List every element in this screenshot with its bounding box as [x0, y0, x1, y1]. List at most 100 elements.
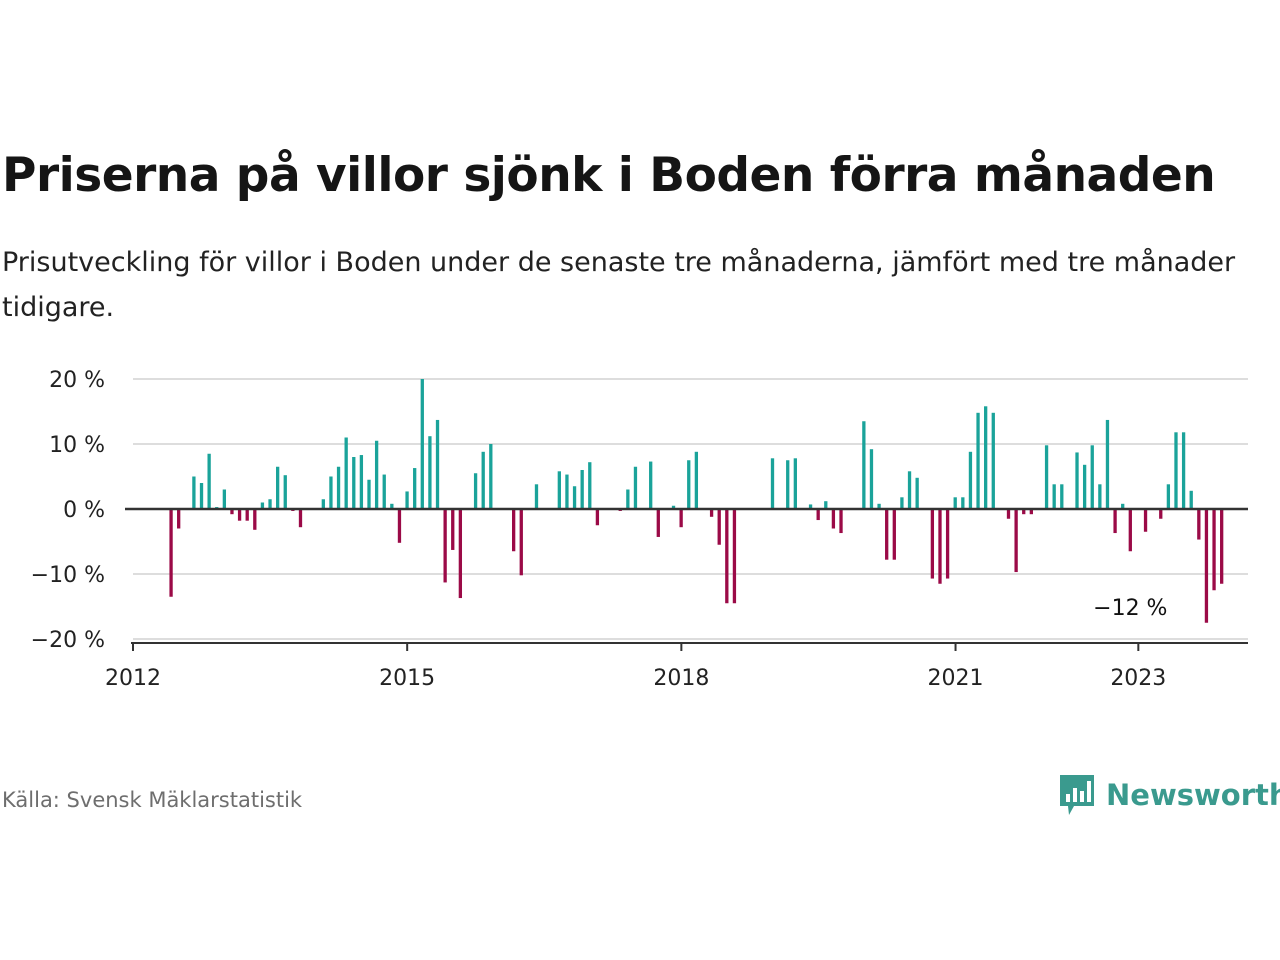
bar [260, 502, 265, 509]
x-tick-label: 2021 [928, 666, 984, 691]
y-tick-label: −20 % [31, 628, 105, 653]
bar [885, 509, 889, 560]
x-tick-label: 2012 [105, 666, 161, 691]
bar [1166, 484, 1171, 509]
bar [945, 509, 950, 579]
y-tick-label: 0 % [63, 498, 105, 523]
bar [633, 466, 638, 509]
bar [359, 455, 364, 509]
chart-subtitle: Prisutveckling för villor i Boden under … [2, 247, 1236, 323]
bar [862, 421, 866, 509]
bar [1044, 445, 1049, 509]
bar [717, 509, 721, 545]
bar [458, 509, 463, 599]
grid-lines [133, 378, 1248, 640]
bar [900, 497, 904, 509]
newsworthy-logo[interactable]: Newsworthy [1058, 772, 1280, 818]
bar [687, 460, 691, 509]
bar [808, 504, 813, 509]
bar [649, 461, 653, 509]
bar [1075, 452, 1079, 509]
bar [177, 509, 181, 529]
y-axis-tick-labels: 20 % 10 % 0 % −10 % −20 % [31, 368, 105, 653]
bar [824, 501, 828, 509]
bar [679, 509, 683, 528]
bar [984, 406, 988, 509]
bar [770, 458, 775, 509]
bar [877, 503, 881, 509]
bar [481, 451, 485, 509]
bar [565, 474, 569, 509]
bar [397, 509, 402, 543]
bar [831, 509, 836, 529]
bar [473, 473, 478, 509]
bar [420, 379, 424, 509]
bar [1220, 509, 1224, 584]
annotation-label: −12 % [1093, 596, 1167, 621]
bar [222, 489, 227, 509]
bar [626, 489, 630, 509]
bar [588, 462, 592, 509]
bar [793, 458, 797, 509]
bar [1121, 503, 1125, 509]
bar [580, 470, 584, 509]
bar [915, 477, 919, 509]
bar [534, 484, 539, 509]
bar [907, 471, 912, 509]
source-note: Källa: Svensk Mäklarstatistik [2, 788, 303, 812]
bar [321, 499, 325, 509]
bar [869, 449, 874, 509]
bar [1014, 509, 1018, 573]
bar [953, 497, 957, 509]
bar [298, 509, 303, 528]
bar [961, 497, 965, 509]
bar [892, 509, 896, 560]
bar [786, 460, 790, 509]
chart-title: Priserna på villor sjönk i Boden förra m… [2, 148, 1216, 203]
bar [489, 444, 493, 509]
x-tick-label: 2015 [379, 666, 435, 691]
x-tick-label: 2023 [1110, 666, 1166, 691]
bar-chart: 20 %10 %0 %−10 %−20 % 2012 2015 2018 2021 20… [31, 368, 1248, 691]
bar [413, 468, 417, 509]
bar [169, 509, 173, 597]
bar [572, 486, 577, 509]
bar [237, 509, 242, 521]
bar [557, 471, 561, 509]
bar [1212, 509, 1216, 591]
bar [1189, 490, 1193, 509]
bar-chart-speech-bubble-icon [1060, 775, 1094, 815]
bar [245, 509, 249, 521]
y-tick-label: −10 % [31, 563, 105, 588]
bar [336, 466, 341, 509]
bar [199, 483, 204, 509]
bar [435, 419, 440, 509]
bar [1082, 464, 1087, 509]
bar [1181, 432, 1186, 509]
bar [595, 509, 600, 526]
bar [352, 457, 356, 509]
bar [1159, 509, 1163, 519]
bar [1113, 509, 1117, 534]
bar [192, 476, 196, 509]
bar [382, 474, 386, 509]
bar [1022, 509, 1026, 515]
bar [230, 509, 234, 515]
bar [930, 509, 935, 579]
bar [839, 509, 843, 534]
bar [344, 437, 348, 509]
bar [709, 509, 714, 517]
x-tick-label: 2018 [653, 666, 709, 691]
bar [519, 509, 523, 576]
bar [725, 509, 729, 604]
bar [1128, 509, 1132, 552]
bar [976, 412, 980, 509]
bars [169, 379, 1224, 623]
bar [1143, 509, 1148, 532]
bar [991, 412, 995, 509]
bar [732, 509, 737, 604]
y-tick-label: 20 % [49, 368, 105, 393]
x-axis: 2012 2015 2018 2021 2023 [105, 507, 1248, 691]
bar [405, 491, 409, 509]
bar [390, 503, 394, 509]
